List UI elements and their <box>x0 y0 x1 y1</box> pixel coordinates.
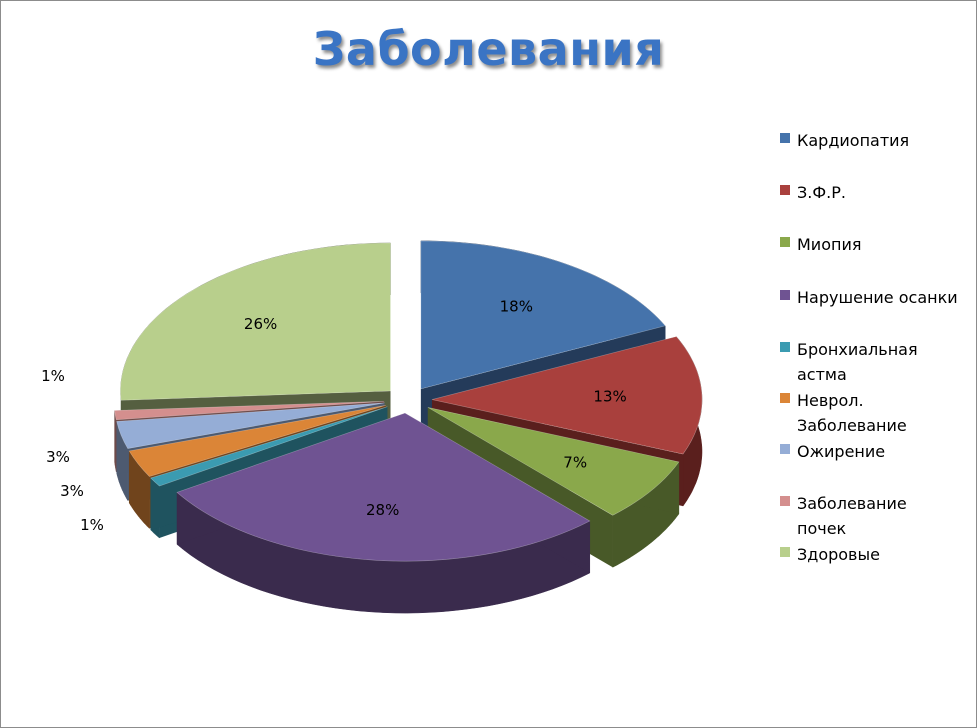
pie-labels: 18% 13% 7% 28% 1% 3% 3% 1% 26% <box>41 297 627 534</box>
legend-label: З.Ф.Р. <box>797 183 846 202</box>
legend-label: Неврол. Заболевание <box>797 391 907 435</box>
legend-label: Нарушение осанки <box>797 288 958 307</box>
legend-swatch <box>780 393 790 403</box>
legend-swatch <box>780 342 790 352</box>
pie-slice-label: 3% <box>60 482 84 500</box>
legend-swatch <box>780 547 790 557</box>
pie-slice <box>431 336 703 455</box>
pie-slice <box>120 242 391 401</box>
pie-slice <box>420 240 666 390</box>
pie-slice-label: 13% <box>593 388 626 406</box>
pie-slice <box>427 407 680 516</box>
legend-swatch <box>780 496 790 506</box>
legend-label: Заболевание почек <box>797 494 907 538</box>
pie-tops <box>114 240 703 562</box>
pie-slice-label: 28% <box>366 501 399 519</box>
pie-slice-label: 3% <box>46 448 70 466</box>
chart-title: Заболевания <box>312 22 665 76</box>
pie-slice <box>116 402 385 449</box>
legend-label: Бронхиальная астма <box>797 340 918 384</box>
pie-slice-label: 1% <box>41 367 65 385</box>
pie-slice-label: 1% <box>80 516 104 534</box>
legend-swatch <box>780 444 790 454</box>
legend-swatch <box>780 290 790 300</box>
legend-swatch <box>780 237 790 247</box>
pie-slice-label: 7% <box>563 453 587 471</box>
pie-slice <box>114 400 385 421</box>
pie-slice-label: 18% <box>500 297 533 315</box>
legend-label: Ожирение <box>797 442 886 461</box>
pie-slice <box>128 404 387 477</box>
legend-swatch <box>780 185 790 195</box>
legend-swatch <box>780 133 790 143</box>
pie-slice-label: 26% <box>244 315 277 333</box>
legend-label: Миопия <box>797 235 862 254</box>
legend-label: Здоровые <box>797 545 880 564</box>
pie-slice <box>176 412 591 562</box>
legend-label: Кардиопатия <box>797 131 910 150</box>
pie-slice <box>150 406 388 487</box>
